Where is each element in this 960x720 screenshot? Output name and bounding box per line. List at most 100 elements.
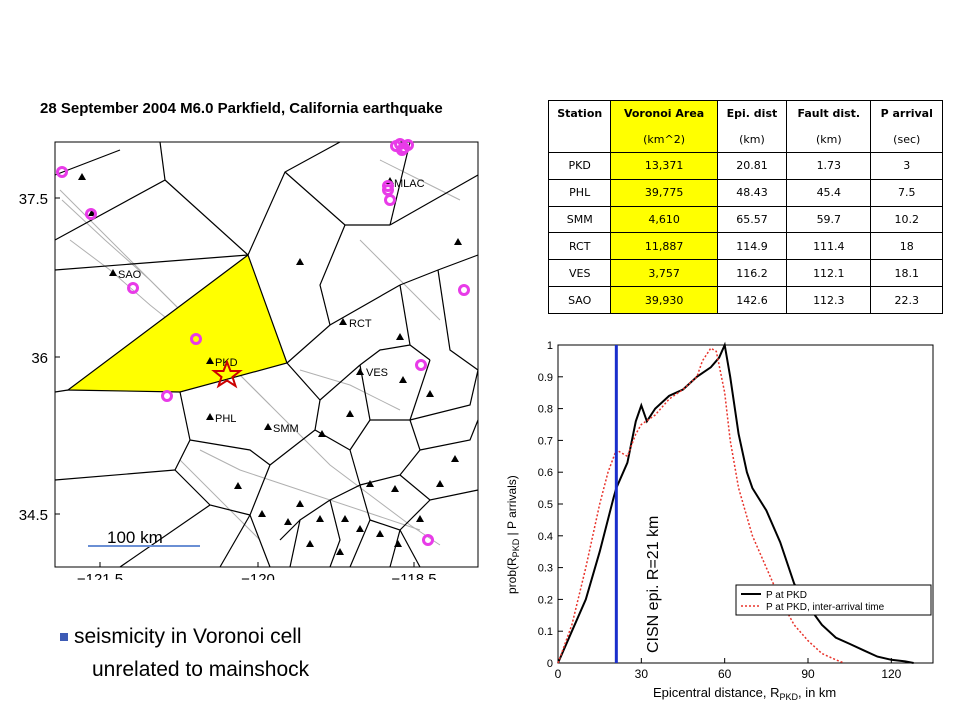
header-cell: Voronoi Area <box>610 100 718 127</box>
bullet-square-icon <box>60 633 68 642</box>
y-tick-label: 0 <box>547 658 553 670</box>
station-triangle <box>306 540 314 547</box>
table-cell: 112.3 <box>786 286 872 314</box>
station-triangle <box>296 258 304 265</box>
station-table: Station Voronoi Area Epi. dist Fault dis… <box>547 100 943 314</box>
y-tick-label: 0.9 <box>538 372 553 384</box>
station-triangle <box>391 485 399 492</box>
bullet-text: seismicity in Voronoi cell <box>74 625 302 648</box>
table-cell: 59.7 <box>786 205 872 234</box>
station-triangle <box>366 480 374 487</box>
table-row: VES 3,757 116.2 112.1 18.1 <box>547 259 943 288</box>
unit-cell <box>547 126 612 153</box>
table-cell: 22.3 <box>870 286 943 314</box>
seismicity-event <box>458 284 470 296</box>
station-triangle <box>264 423 272 430</box>
station-triangle <box>336 548 344 555</box>
y-axis-label: prob(RPKD | P arrivals) <box>505 475 521 594</box>
station-triangle <box>454 238 462 245</box>
station-triangle <box>234 482 242 489</box>
table-cell: 18 <box>870 232 943 261</box>
header-cell: Fault dist. <box>786 100 872 127</box>
y-tick-label: 0.7 <box>538 435 553 447</box>
table-cell: 3 <box>870 151 943 180</box>
table-cell: SAO <box>547 286 612 314</box>
x-tick-label: 0 <box>555 667 562 681</box>
seismicity-event <box>390 140 402 152</box>
table-cell: 18.1 <box>870 259 943 288</box>
station-label-sao: SAO <box>118 269 142 281</box>
voronoi-edges <box>54 141 479 568</box>
table-cell: 39,775 <box>610 178 718 207</box>
seismicity-event <box>190 333 202 345</box>
lat-tick: 34.5 <box>19 507 48 524</box>
station-label-rct: RCT <box>349 318 372 330</box>
scale-label: 100 km <box>107 528 163 547</box>
lon-tick: −118.5 <box>391 571 436 580</box>
x-tick-label: 90 <box>801 667 815 681</box>
unit-cell: (km) <box>716 126 788 153</box>
series-line-p-at-pkd <box>557 341 914 664</box>
legend-box <box>735 584 932 616</box>
table-cell: 116.2 <box>716 259 788 288</box>
table-cell: PHL <box>547 178 612 207</box>
station-triangle <box>78 173 86 180</box>
unit-cell: (km^2) <box>610 126 718 153</box>
seismicity-event <box>415 359 427 371</box>
station-label-ves: VES <box>366 367 388 379</box>
table-cell: 142.6 <box>716 286 788 314</box>
station-triangle <box>451 455 459 462</box>
table-units-row: (km^2) (km) (km) (sec) <box>547 126 943 153</box>
table-row: RCT 11,887 114.9 111.4 18 <box>547 232 943 261</box>
table-cell: 39,930 <box>610 286 718 314</box>
seismicity-event <box>127 282 139 294</box>
lon-tick: −121.5 <box>77 571 123 580</box>
bullet-continuation: unrelated to mainshock <box>92 658 310 681</box>
station-triangle <box>284 518 292 525</box>
epicenter-distance-label: CISN epi. R=21 km <box>645 516 662 653</box>
table-cell: 10.2 <box>870 205 943 234</box>
station-triangle <box>341 515 349 522</box>
table-cell: 65.57 <box>716 205 788 234</box>
table-cell: 45.4 <box>786 178 872 207</box>
map-axis-labels: 37.5 36 34.5 −121.5 −120 −118.5 <box>19 191 437 580</box>
seismicity-event <box>56 166 68 178</box>
table-cell: 1.73 <box>786 151 872 180</box>
header-cell: P arrival <box>870 100 943 127</box>
table-cell: 20.81 <box>716 151 788 180</box>
station-triangle <box>394 540 402 547</box>
lat-tick: 37.5 <box>19 191 48 208</box>
station-triangle <box>206 413 214 420</box>
table-cell: 114.9 <box>716 232 788 261</box>
station-triangle <box>206 357 214 364</box>
table-cell: 112.1 <box>786 259 872 288</box>
station-triangle <box>426 390 434 397</box>
station-triangle <box>356 368 364 375</box>
x-tick-label: 60 <box>718 667 732 681</box>
station-label-mlac: MLAC <box>394 178 425 190</box>
table-row: SAO 39,930 142.6 112.3 22.3 <box>547 286 943 314</box>
seismicity-event <box>382 180 394 192</box>
unit-cell: (sec) <box>870 126 943 153</box>
probability-chart: 0 0.1 0.2 0.3 0.4 0.5 0.6 0.7 0.8 0.9 1 0 30 60 90 120 C… <box>505 340 934 700</box>
series-line-inter-arrival <box>557 347 845 664</box>
table-cell: 4,610 <box>610 205 718 234</box>
station-triangle <box>258 510 266 517</box>
bullet-item: seismicity in Voronoi cell <box>60 625 302 649</box>
table-cell: 111.4 <box>786 232 872 261</box>
table-header-row: Station Voronoi Area Epi. dist Fault dis… <box>547 100 943 127</box>
table-row: PHL 39,775 48.43 45.4 7.5 <box>547 178 943 207</box>
station-triangle <box>316 515 324 522</box>
legend-label: P at PKD, inter-arrival time <box>766 602 885 613</box>
table-cell: RCT <box>547 232 612 261</box>
station-table-container: Station Voronoi Area Epi. dist Fault dis… <box>547 100 943 314</box>
y-tick-label: 0.2 <box>538 594 553 606</box>
seismicity-event <box>161 390 173 402</box>
voronoi-map: 37.5 36 34.5 −121.5 −120 −118.5 <box>19 138 479 580</box>
y-tick-label: 0.3 <box>538 563 553 575</box>
table-cell: 13,371 <box>610 151 718 180</box>
x-tick-label: 30 <box>635 667 649 681</box>
chart-plot-area: 0 0.1 0.2 0.3 0.4 0.5 0.6 0.7 0.8 0.9 1 0 30 60 90 120 C… <box>505 340 934 700</box>
table-cell: SMM <box>547 205 612 234</box>
header-cell: Epi. dist <box>716 100 788 127</box>
